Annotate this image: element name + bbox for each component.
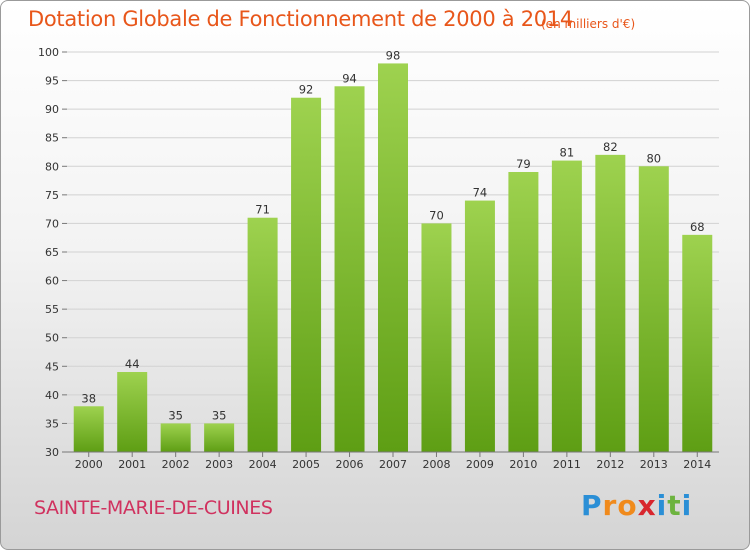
y-tick-label: 40 xyxy=(45,389,59,402)
bar-2003 xyxy=(204,423,235,452)
logo-letter: t xyxy=(667,489,682,522)
x-tick-label-2012: 2012 xyxy=(596,458,624,471)
logo-letter: i xyxy=(681,489,693,522)
y-tick-label: 55 xyxy=(45,303,59,316)
y-tick-label: 30 xyxy=(45,446,59,459)
logo-letter: P xyxy=(581,489,603,522)
bar-2007 xyxy=(378,63,408,453)
x-tick-label-2008: 2008 xyxy=(422,458,450,471)
bar-2001 xyxy=(117,372,148,452)
bar-2004 xyxy=(247,217,278,452)
y-tick-label: 35 xyxy=(45,417,59,430)
x-tick-label-2004: 2004 xyxy=(249,458,277,471)
value-label-2011: 81 xyxy=(560,146,575,160)
x-axis-ticks: 2000 2001 2002 2003 2004 2005 2006 2007 2008 2009… xyxy=(75,452,711,471)
bar-2000 xyxy=(73,406,104,452)
x-tick-label-2001: 2001 xyxy=(118,458,146,471)
x-tick-label-2007: 2007 xyxy=(379,458,407,471)
value-label-2000: 38 xyxy=(81,391,96,405)
chart-subtitle: (en milliers d'€) xyxy=(541,17,636,31)
y-tick-label: 45 xyxy=(45,360,59,373)
y-tick-label: 65 xyxy=(45,246,59,259)
value-label-2005: 92 xyxy=(299,83,314,97)
chart-title: Dotation Globale de Fonctionnement de 20… xyxy=(28,7,573,31)
value-label-2004: 71 xyxy=(255,203,270,217)
value-label-2002: 35 xyxy=(168,408,183,422)
bar-2014 xyxy=(682,234,713,452)
bar-2005 xyxy=(291,97,322,452)
bars xyxy=(73,63,713,453)
bar-2013 xyxy=(638,166,669,453)
x-tick-label-2000: 2000 xyxy=(75,458,103,471)
y-tick-label: 60 xyxy=(45,275,59,288)
x-tick-label-2003: 2003 xyxy=(205,458,233,471)
value-label-2012: 82 xyxy=(603,140,618,154)
bar-2012 xyxy=(595,154,626,452)
value-label-2010: 79 xyxy=(516,157,531,171)
y-tick-label: 80 xyxy=(45,160,59,173)
y-tick-label: 85 xyxy=(45,132,59,145)
bar-2002 xyxy=(160,423,191,452)
logo-letter: o xyxy=(617,489,638,522)
x-tick-label-2013: 2013 xyxy=(640,458,668,471)
logo-letter: r xyxy=(602,489,618,522)
bar-2009 xyxy=(464,200,495,452)
x-tick-label-2011: 2011 xyxy=(553,458,581,471)
y-tick-label: 100 xyxy=(38,46,59,59)
bar-2010 xyxy=(508,172,539,452)
y-tick-label: 95 xyxy=(45,75,59,88)
value-label-2003: 35 xyxy=(212,408,227,422)
value-label-2006: 94 xyxy=(342,71,357,85)
y-axis-ticks: 30 35 40 45 50 55 60 65 70 75 80 85 90 95 100 xyxy=(38,46,67,459)
bar-2008 xyxy=(421,223,452,452)
x-tick-label-2014: 2014 xyxy=(683,458,711,471)
value-label-2013: 80 xyxy=(646,151,661,165)
logo-letter: x xyxy=(637,489,657,522)
value-label-2001: 44 xyxy=(125,357,140,371)
y-tick-label: 75 xyxy=(45,189,59,202)
x-tick-label-2010: 2010 xyxy=(509,458,537,471)
bar-2011 xyxy=(551,160,582,453)
value-label-2007: 98 xyxy=(386,48,401,62)
bar-2006 xyxy=(334,86,365,453)
y-tick-label: 50 xyxy=(45,332,59,345)
x-tick-label-2006: 2006 xyxy=(336,458,364,471)
proxiti-logo: Proxiti xyxy=(581,489,692,522)
y-tick-label: 70 xyxy=(45,217,59,230)
commune-name: SAINTE-MARIE-DE-CUINES xyxy=(34,497,273,519)
value-labels: 38 44 35 35 71 92 94 98 70 74 79 81 82 80 68 xyxy=(81,48,704,422)
x-tick-label-2002: 2002 xyxy=(162,458,190,471)
value-label-2008: 70 xyxy=(429,208,444,222)
logo-letter: i xyxy=(656,489,668,522)
value-label-2014: 68 xyxy=(690,220,705,234)
value-label-2009: 74 xyxy=(473,186,488,200)
y-tick-label: 90 xyxy=(45,103,59,116)
x-tick-label-2005: 2005 xyxy=(292,458,320,471)
x-tick-label-2009: 2009 xyxy=(466,458,494,471)
